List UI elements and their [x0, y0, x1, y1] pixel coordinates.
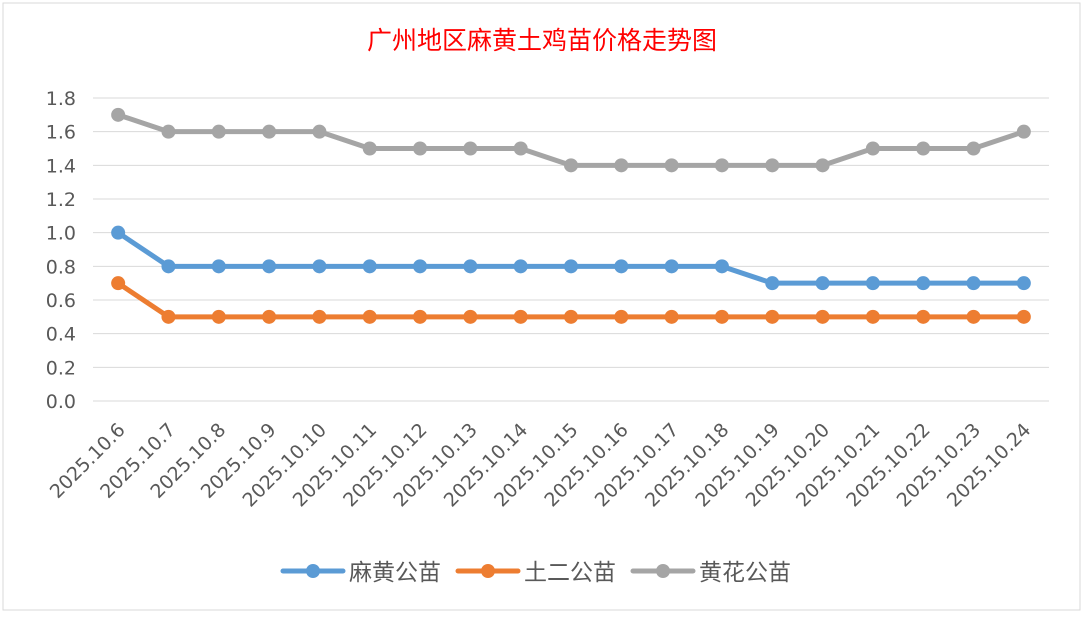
data-point [513, 259, 528, 274]
data-point [815, 276, 830, 291]
data-point [916, 309, 931, 324]
y-tick-label: 1.2 [46, 189, 76, 211]
y-tick-label: 0.0 [46, 391, 76, 413]
data-point [413, 141, 428, 156]
data-point [815, 158, 830, 173]
data-point [564, 309, 578, 324]
data-point [765, 309, 780, 324]
series-3 [111, 107, 1031, 173]
data-point [664, 309, 679, 324]
data-point [312, 309, 327, 324]
data-point [916, 276, 931, 291]
legend-label: 土二公苗 [524, 560, 616, 586]
data-point [362, 141, 377, 156]
data-point [815, 309, 830, 324]
data-point [714, 158, 729, 173]
data-point [111, 225, 126, 240]
data-point [161, 124, 176, 139]
data-point [614, 259, 629, 274]
legend-marker [656, 564, 670, 578]
data-point [1016, 309, 1031, 324]
data-point [161, 259, 176, 274]
data-point [916, 141, 931, 156]
data-point [966, 309, 981, 324]
y-tick-label: 0.8 [46, 256, 76, 278]
data-point [463, 309, 478, 324]
data-point [413, 259, 428, 274]
data-point [262, 309, 277, 324]
data-point [111, 107, 126, 122]
y-tick-label: 0.2 [46, 357, 76, 379]
series-1 [111, 225, 1031, 291]
y-tick-label: 1.8 [46, 88, 76, 110]
data-point [362, 309, 377, 324]
legend-label: 黄花公苗 [699, 560, 791, 586]
legend-item: 土二公苗 [455, 560, 616, 586]
data-point [513, 141, 528, 156]
data-point [211, 309, 226, 324]
data-point [362, 259, 377, 274]
data-point [111, 276, 126, 291]
legend-marker [306, 564, 320, 578]
data-point [714, 309, 729, 324]
y-tick-label: 1.4 [46, 155, 76, 177]
data-point [765, 276, 780, 291]
legend-label: 麻黄公苗 [349, 560, 441, 586]
y-tick-label: 1.0 [46, 223, 76, 245]
data-point [765, 158, 780, 173]
data-point [262, 124, 277, 139]
y-tick-label: 1.6 [46, 122, 76, 144]
data-point [1016, 276, 1031, 291]
data-point [211, 259, 226, 274]
data-point [865, 276, 880, 291]
data-point [161, 309, 176, 324]
chart-title: 广州地区麻黄土鸡苗价格走势图 [367, 26, 717, 55]
legend-item: 黄花公苗 [630, 560, 791, 586]
data-point [664, 259, 679, 274]
data-point [564, 259, 578, 274]
data-point [614, 309, 629, 324]
data-point [714, 259, 729, 274]
data-point [865, 141, 880, 156]
legend-marker [481, 564, 495, 578]
data-point [966, 141, 981, 156]
data-point [513, 309, 528, 324]
data-point [211, 124, 226, 139]
data-point [413, 309, 428, 324]
data-point [664, 158, 679, 173]
data-point [463, 259, 478, 274]
chart-area [2, 2, 1081, 611]
y-tick-label: 0.4 [46, 324, 76, 346]
data-point [463, 141, 478, 156]
data-point [564, 158, 578, 173]
data-point [312, 124, 327, 139]
data-point [262, 259, 277, 274]
series-2 [111, 276, 1031, 324]
y-tick-label: 0.6 [46, 290, 76, 312]
data-point [614, 158, 629, 173]
data-point [312, 259, 327, 274]
data-point [966, 276, 981, 291]
legend-item: 麻黄公苗 [280, 560, 441, 586]
data-point [865, 309, 880, 324]
data-point [1016, 124, 1031, 139]
